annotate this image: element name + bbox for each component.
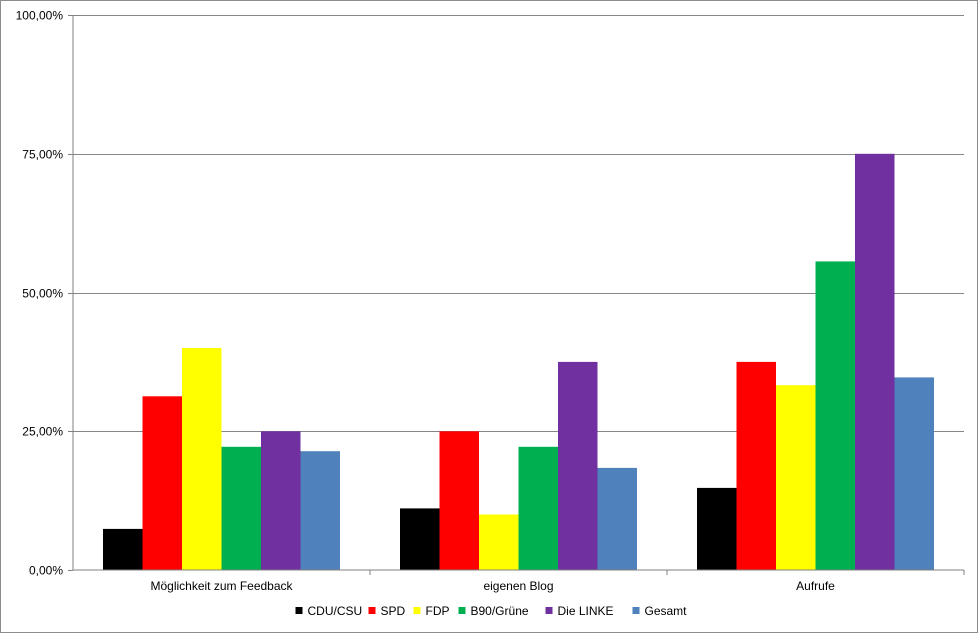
bar-gesamt bbox=[894, 377, 934, 570]
x-category-label: Aufrufe bbox=[796, 579, 835, 593]
bar-die-linke bbox=[261, 431, 301, 571]
legend-swatch bbox=[632, 607, 640, 614]
legend: CDU/CSU SPD FDP B90/Grüne Die LINKE Gesamt bbox=[295, 604, 688, 618]
x-category-label: Möglichkeit zum Feedback bbox=[150, 579, 293, 593]
legend-item: SPD bbox=[368, 604, 406, 618]
x-category-label: eigenen Blog bbox=[483, 579, 553, 593]
bar-spd bbox=[736, 361, 776, 570]
legend-label: B90/Grüne bbox=[471, 604, 529, 618]
bar-b90-gr-ne bbox=[221, 446, 261, 570]
y-tick-labels: 0,00% 25,00% 50,00% 75,00% 100,00% bbox=[16, 9, 64, 578]
legend-swatch bbox=[295, 607, 303, 614]
bar-die-linke bbox=[855, 153, 895, 571]
bar-gesamt bbox=[300, 451, 340, 570]
legend-item: Die LINKE bbox=[545, 604, 614, 618]
x-category-labels: Möglichkeit zum Feedback eigenen Blog Aufr… bbox=[150, 570, 965, 593]
bars bbox=[103, 153, 934, 571]
legend-swatch bbox=[368, 607, 376, 614]
legend-item: FDP bbox=[413, 604, 450, 618]
bar-spd bbox=[439, 431, 479, 571]
bar-fdp bbox=[479, 514, 519, 570]
legend-item: Gesamt bbox=[632, 604, 688, 618]
legend-item: CDU/CSU bbox=[295, 604, 363, 618]
y-tick-label: 25,00% bbox=[22, 425, 63, 439]
legend-label: Die LINKE bbox=[558, 604, 614, 618]
bar-cdu-csu bbox=[697, 487, 737, 570]
y-tick-label: 75,00% bbox=[22, 148, 63, 162]
legend-label: FDP bbox=[426, 604, 450, 618]
y-tick-label: 0,00% bbox=[29, 564, 63, 578]
bar-die-linke bbox=[558, 361, 598, 570]
y-tick-label: 50,00% bbox=[22, 287, 63, 301]
y-tick-label: 100,00% bbox=[16, 9, 64, 23]
legend-label: Gesamt bbox=[645, 604, 688, 618]
bar-cdu-csu bbox=[400, 508, 440, 570]
bar-fdp bbox=[182, 348, 222, 570]
legend-label: SPD bbox=[381, 604, 406, 618]
legend-swatch bbox=[413, 607, 421, 614]
bar-b90-gr-ne bbox=[518, 446, 558, 570]
legend-item: B90/Grüne bbox=[458, 604, 529, 618]
bar-cdu-csu bbox=[103, 528, 143, 570]
legend-swatch bbox=[545, 607, 553, 614]
bar-spd bbox=[142, 396, 182, 570]
axes bbox=[72, 15, 964, 571]
bar-b90-gr-ne bbox=[815, 261, 855, 570]
legend-label: CDU/CSU bbox=[308, 604, 363, 618]
legend-swatch bbox=[458, 607, 466, 614]
bar-fdp bbox=[776, 385, 816, 570]
bar-gesamt bbox=[597, 467, 637, 570]
